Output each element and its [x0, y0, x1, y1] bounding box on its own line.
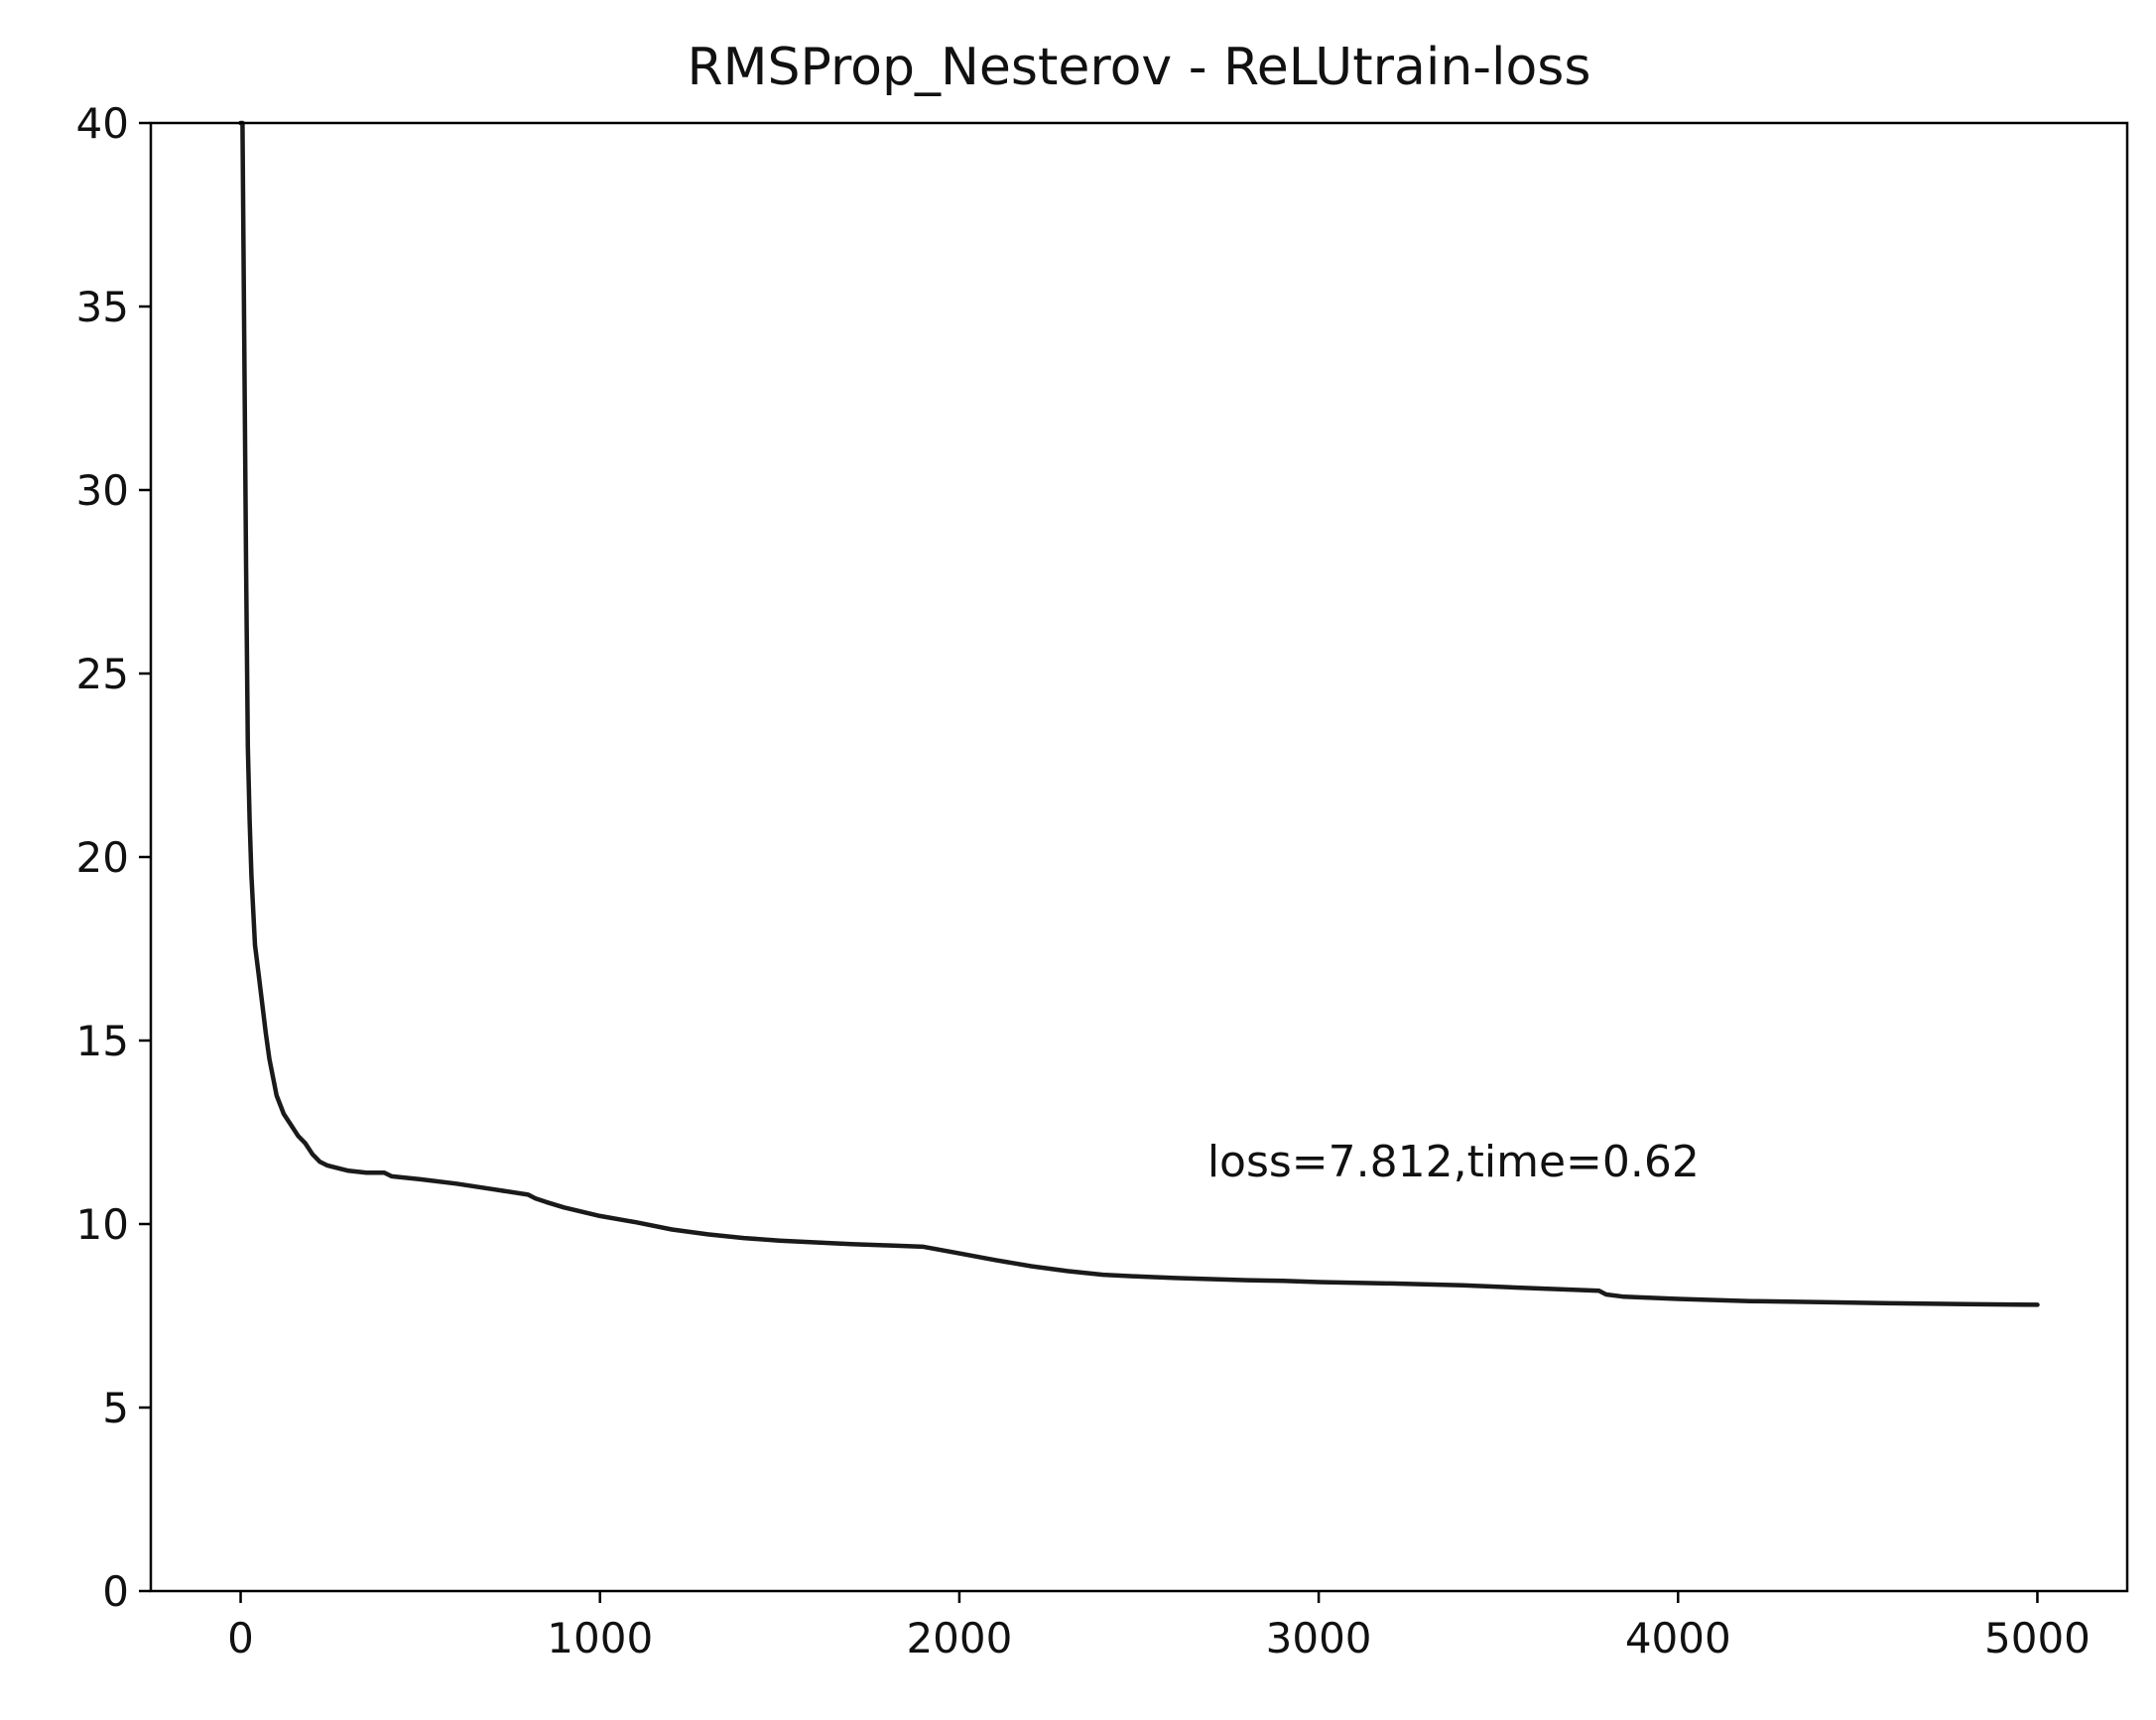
y-tick-label: 35	[76, 283, 129, 331]
y-tick-label: 30	[76, 466, 129, 515]
plot-frame	[149, 121, 2129, 1593]
x-tick-label: 3000	[1266, 1614, 1372, 1662]
x-tick-label: 1000	[547, 1614, 653, 1662]
y-tick-label: 20	[76, 833, 129, 882]
axis-ticks: 0 1000 2000 3000 4000 5000 0 5 10 15 20 25 30 35 40	[76, 99, 2091, 1662]
y-tick-label: 0	[102, 1567, 129, 1616]
y-tick-label: 5	[102, 1384, 129, 1432]
x-tick-label: 2000	[906, 1614, 1012, 1662]
loss-time-annotation: loss=7.812,time=0.62	[1207, 1137, 1700, 1187]
x-tick-label: 5000	[1984, 1614, 2091, 1662]
chart-title: RMSProp_Nesterov - ReLUtrain-loss	[688, 38, 1591, 97]
y-tick-label: 15	[76, 1017, 129, 1065]
x-tick-label: 0	[227, 1614, 254, 1662]
y-tick-label: 10	[76, 1200, 129, 1249]
y-tick-label: 40	[76, 99, 129, 148]
y-tick-label: 25	[76, 650, 129, 698]
loss-series-line	[238, 120, 2040, 1307]
x-tick-label: 4000	[1625, 1614, 1731, 1662]
